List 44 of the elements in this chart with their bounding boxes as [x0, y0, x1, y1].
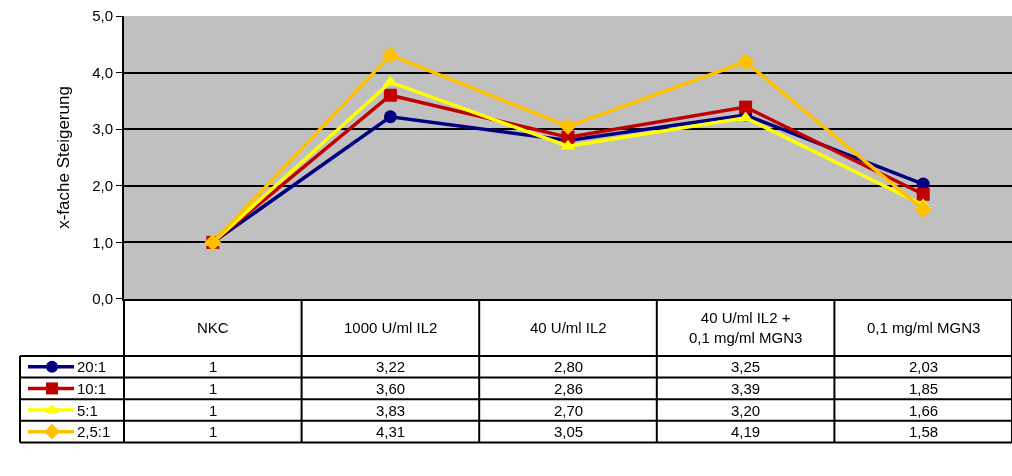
- x-tick-label: NKC: [197, 319, 229, 336]
- y-tick-label: 0,0: [92, 290, 113, 308]
- point: [914, 201, 932, 219]
- data-label: 3,83: [376, 402, 406, 419]
- point: [916, 187, 930, 201]
- point: [559, 117, 577, 135]
- data-label: 1: [209, 423, 218, 440]
- y-tick-label: 4,0: [92, 63, 113, 81]
- legend-label: 2,5:1: [77, 423, 111, 440]
- data-label: 4,31: [376, 423, 406, 440]
- y-tick-label: 2,0: [92, 177, 113, 195]
- data-label: 3,05: [554, 423, 584, 440]
- data-label: 2,86: [554, 380, 584, 397]
- data-label: 1,85: [909, 380, 939, 397]
- x-tick-label: 40 U/ml IL2 + 0,1 mg/ml MGN3: [689, 309, 803, 346]
- y-tick-label: 3,0: [92, 120, 113, 138]
- point: [737, 53, 755, 71]
- data-label: 2,70: [554, 402, 584, 419]
- point: [739, 100, 753, 114]
- data-label: 1,58: [909, 423, 939, 440]
- data-label: 2,03: [909, 358, 939, 375]
- y-tick-label: 1,0: [92, 233, 113, 251]
- y-axis-title: x-fache Steigerung: [54, 86, 74, 229]
- data-label: 3,22: [376, 358, 406, 375]
- legend-label: 10:1: [77, 380, 107, 397]
- y-tick-label: 5,0: [92, 7, 113, 25]
- data-label: 2,80: [554, 358, 584, 375]
- data-label: 1,66: [909, 402, 939, 419]
- legend-label: 20:1: [77, 358, 107, 375]
- point: [381, 46, 399, 64]
- point: [383, 88, 397, 102]
- x-tick-label: 40 U/ml IL2: [530, 319, 607, 336]
- x-tick-label: 1000 U/ml IL2: [344, 319, 438, 336]
- data-label: 3,20: [731, 402, 761, 419]
- data-label: 1: [209, 358, 218, 375]
- point: [383, 110, 397, 124]
- data-label: 3,60: [376, 380, 406, 397]
- data-label: 1: [209, 380, 218, 397]
- data-label: 3,39: [731, 380, 761, 397]
- data-label: 1: [209, 402, 218, 419]
- legend-label: 5:1: [77, 402, 98, 419]
- data-label: 3,25: [731, 358, 761, 375]
- data-label: 4,19: [731, 423, 761, 440]
- x-tick-label: 0,1 mg/ml MGN3: [867, 319, 981, 336]
